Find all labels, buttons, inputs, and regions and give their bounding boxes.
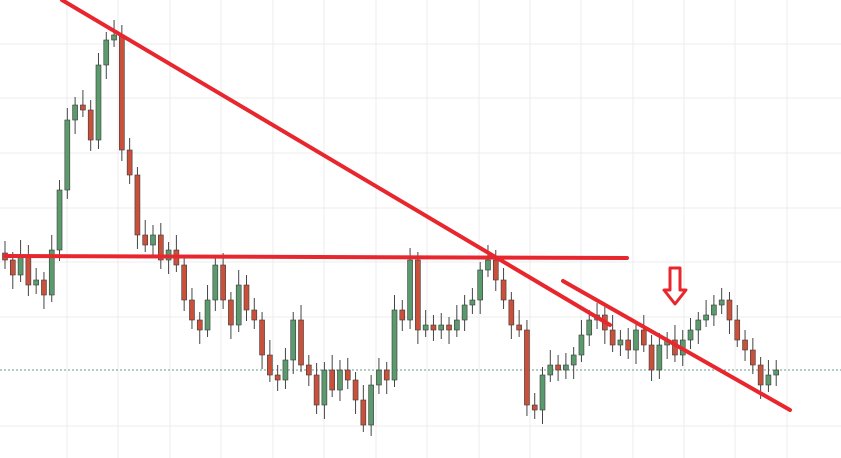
candle-body (773, 369, 780, 376)
candle-body (492, 259, 499, 281)
candle-body (243, 284, 250, 311)
candle-body (555, 364, 561, 371)
support-line (3, 254, 629, 260)
candle-body (742, 339, 748, 351)
candle-body (313, 374, 320, 406)
candle-body (461, 304, 468, 321)
candle-body (290, 319, 297, 361)
candle-body (376, 369, 382, 386)
candle-body (298, 319, 304, 366)
candle-body (656, 344, 663, 371)
candle-body (609, 329, 616, 346)
candle-body (640, 329, 647, 346)
candle-body (41, 279, 47, 296)
candle-body (228, 299, 234, 326)
candle-body (181, 264, 187, 301)
candle-body (625, 339, 632, 351)
candles (2, 20, 780, 436)
candle-body (485, 259, 491, 271)
candle-body (734, 319, 741, 341)
candle-body (33, 279, 39, 286)
candle-body (72, 104, 78, 121)
candle-body (547, 364, 554, 376)
candle-body (158, 234, 164, 261)
candle-body (469, 299, 476, 306)
candle-body (500, 279, 507, 301)
candle-body (570, 354, 577, 366)
candle-body (80, 104, 86, 111)
candle-body (446, 324, 452, 331)
candle-body (399, 309, 406, 321)
candle-body (563, 364, 569, 371)
candle-body (360, 399, 367, 426)
candle-body (407, 259, 413, 321)
candle-body (438, 324, 445, 331)
candle-body (103, 39, 110, 66)
candle-body (87, 109, 94, 141)
candle-body (196, 319, 203, 331)
candle-body (267, 354, 273, 376)
candle-body (633, 329, 639, 351)
candle-body (259, 319, 265, 356)
candle-body (212, 264, 219, 301)
candle-body (422, 324, 429, 331)
candle-body (703, 314, 709, 321)
candle-body (531, 404, 538, 411)
candle-body (586, 319, 593, 336)
candle-body (718, 299, 725, 306)
candle-body (415, 259, 421, 331)
candle-body (391, 309, 398, 381)
candle-body (56, 189, 63, 251)
candle-body (204, 299, 211, 331)
candle-body (578, 334, 585, 356)
trend-lines (3, 0, 792, 412)
candle-body (48, 249, 55, 296)
candle-body (524, 329, 530, 406)
candle-body (344, 369, 351, 381)
candle-body (251, 309, 258, 321)
candle-body (235, 284, 242, 326)
candle-body (617, 339, 624, 346)
candle-body (383, 369, 390, 381)
trend-line (561, 279, 792, 412)
candle-body (274, 374, 281, 381)
candle-body (352, 379, 359, 401)
candle-body (711, 304, 717, 316)
candle-body (95, 64, 102, 141)
candle-body (306, 364, 312, 376)
candle-body (220, 264, 226, 301)
candle-body (368, 384, 374, 426)
candle-body (757, 364, 764, 386)
candle-body (337, 369, 343, 391)
candle-body (687, 329, 694, 341)
candle-body (134, 174, 141, 236)
candle-body (726, 299, 733, 321)
candle-body (142, 234, 149, 246)
candle-body (648, 344, 655, 371)
candle-body (329, 369, 335, 391)
candle-body (508, 299, 515, 326)
candle-body (150, 234, 156, 246)
candle-body (64, 119, 71, 191)
candle-body (430, 324, 437, 331)
candle-body (119, 34, 125, 151)
candle-body (750, 349, 756, 366)
candle-body (695, 319, 702, 331)
candle-body (477, 269, 483, 301)
candle-body (9, 259, 16, 276)
arrow (662, 266, 688, 306)
candle-body (516, 324, 522, 331)
candle-body (126, 149, 133, 176)
candle-body (111, 34, 117, 41)
candle-body (765, 374, 772, 386)
candle-body (321, 369, 328, 406)
candle-body (189, 299, 195, 321)
candle-body (282, 359, 289, 381)
candle-body (454, 319, 460, 331)
candle-body (539, 374, 546, 411)
candle-body (25, 254, 32, 286)
trend-line (60, 0, 612, 327)
